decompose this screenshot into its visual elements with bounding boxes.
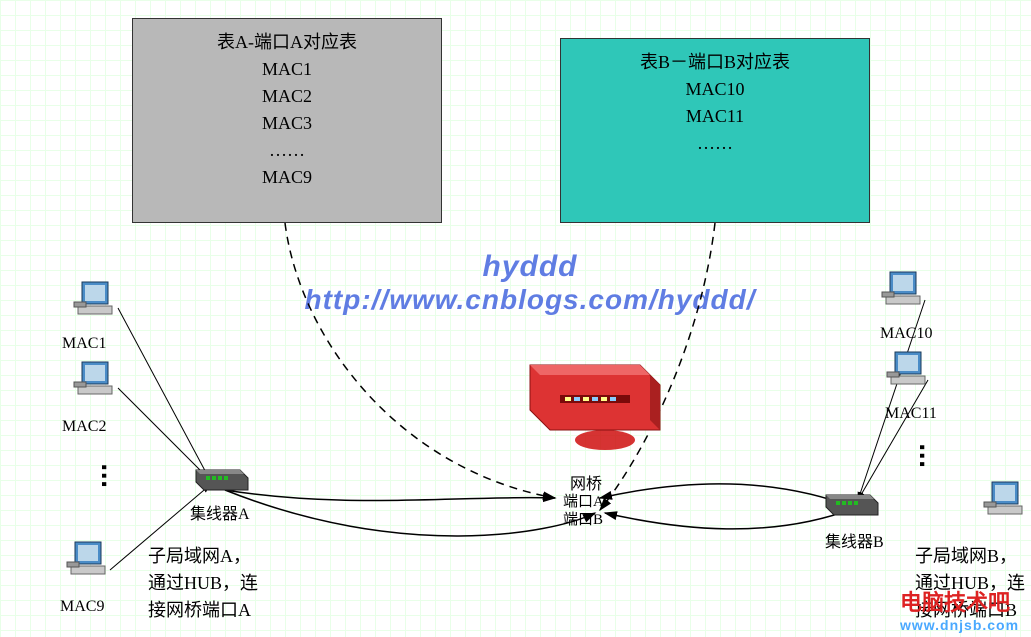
- pc-mac10-icon: [882, 272, 920, 304]
- watermark-text: hyddd http://www.cnblogs.com/hyddd/: [270, 250, 790, 316]
- pc-mac2-icon: [74, 362, 112, 394]
- label-mac9: MAC9: [60, 598, 104, 616]
- table-a-line2: MAC3: [133, 110, 441, 137]
- edge-hubA-portB: [225, 490, 595, 536]
- table-a-line4: MAC9: [133, 164, 441, 191]
- table-a-line1: MAC2: [133, 83, 441, 110]
- pc-mac1-icon: [74, 282, 112, 314]
- label-hubA: 集线器A: [190, 500, 250, 524]
- vdots-left: ···: [90, 460, 118, 485]
- label-hubB: 集线器B: [825, 528, 884, 552]
- pc-mac11-icon: [887, 352, 925, 384]
- table-b-line0: MAC10: [561, 76, 869, 103]
- label-mac2: MAC2: [62, 418, 106, 436]
- pc-extra-icon: [984, 482, 1022, 514]
- pc-mac9-icon: [67, 542, 105, 574]
- hub-b-icon: [826, 495, 878, 515]
- watermark-line2: http://www.cnblogs.com/hyddd/: [270, 284, 790, 316]
- hub-a-icon: [196, 470, 248, 490]
- edge-mac1-hubA: [118, 308, 210, 480]
- label-mac11: MAC11: [885, 405, 937, 423]
- watermark-line1: hyddd: [270, 250, 790, 284]
- table-b-title: 表B－端口B对应表: [561, 49, 869, 76]
- edge-mac2-hubA: [118, 388, 210, 480]
- edge-hubA-portA: [225, 490, 555, 501]
- table-a-line0: MAC1: [133, 56, 441, 83]
- vdots-right: ···: [908, 440, 936, 465]
- site-watermark: 电脑技术吧 www.dnjsb.com: [900, 585, 1019, 633]
- table-b-line2: ……: [561, 130, 869, 157]
- table-a-title: 表A-端口A对应表: [133, 29, 441, 56]
- table-b-line1: MAC11: [561, 103, 869, 130]
- desc-subnet-a: 子局域网A， 通过HUB，连 接网桥端口A: [148, 543, 258, 624]
- diagram-canvas: 表A-端口A对应表 MAC1 MAC2 MAC3 …… MAC9 表B－端口B对…: [0, 0, 1031, 637]
- table-b-box: 表B－端口B对应表 MAC10 MAC11 ……: [560, 38, 870, 223]
- label-portB: 端口B: [563, 508, 603, 529]
- site-watermark-cn: 电脑技术吧: [900, 585, 1019, 617]
- edge-hubB-portB: [605, 508, 855, 529]
- site-watermark-url: www.dnjsb.com: [900, 617, 1019, 633]
- table-a-box: 表A-端口A对应表 MAC1 MAC2 MAC3 …… MAC9: [132, 18, 442, 223]
- table-a-line3: ……: [133, 137, 441, 164]
- label-mac10: MAC10: [880, 325, 932, 343]
- bridge-device: [530, 365, 660, 450]
- label-mac1: MAC1: [62, 335, 106, 353]
- edge-hubB-portA: [600, 484, 855, 508]
